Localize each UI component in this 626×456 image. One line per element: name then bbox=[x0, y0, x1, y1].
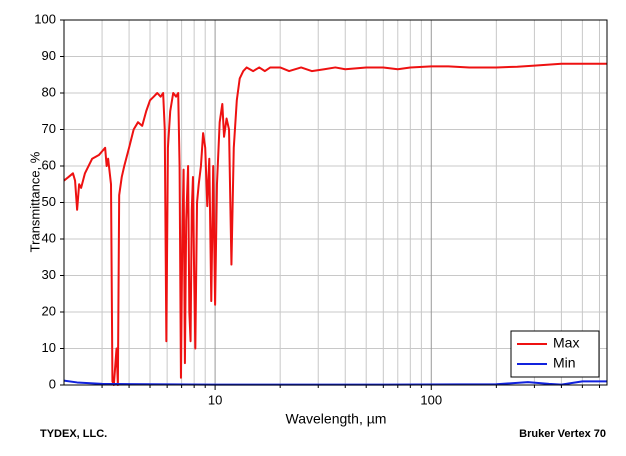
data-line bbox=[63, 62, 607, 386]
legend-label: Min bbox=[553, 355, 576, 371]
y-axis-label: Transmittance, % bbox=[27, 151, 42, 252]
y-tick-label: 70 bbox=[42, 121, 56, 136]
footer-left: TYDEX, LLC. bbox=[40, 428, 107, 440]
y-tick-label: 0 bbox=[49, 376, 56, 391]
plot-frame bbox=[63, 19, 608, 386]
data-line bbox=[63, 379, 607, 386]
y-tick-label: 40 bbox=[42, 230, 56, 245]
y-tick-label: 90 bbox=[42, 48, 56, 63]
y-tick-label: 60 bbox=[42, 157, 56, 172]
x-tick-label: 10 bbox=[208, 392, 222, 407]
y-tick-label: 80 bbox=[42, 84, 56, 99]
y-tick-label: 50 bbox=[42, 194, 56, 209]
x-axis-label: Wavelength, µm bbox=[286, 411, 387, 427]
x-tick-label: 100 bbox=[420, 392, 442, 407]
legend-box bbox=[510, 330, 600, 378]
y-tick-label: 30 bbox=[42, 267, 56, 282]
y-tick-label: 100 bbox=[34, 11, 56, 26]
y-tick-label: 20 bbox=[42, 303, 56, 318]
y-tick-label: 10 bbox=[42, 340, 56, 355]
legend-label: Max bbox=[553, 335, 579, 351]
footer-right: Bruker Vertex 70 bbox=[519, 428, 606, 440]
